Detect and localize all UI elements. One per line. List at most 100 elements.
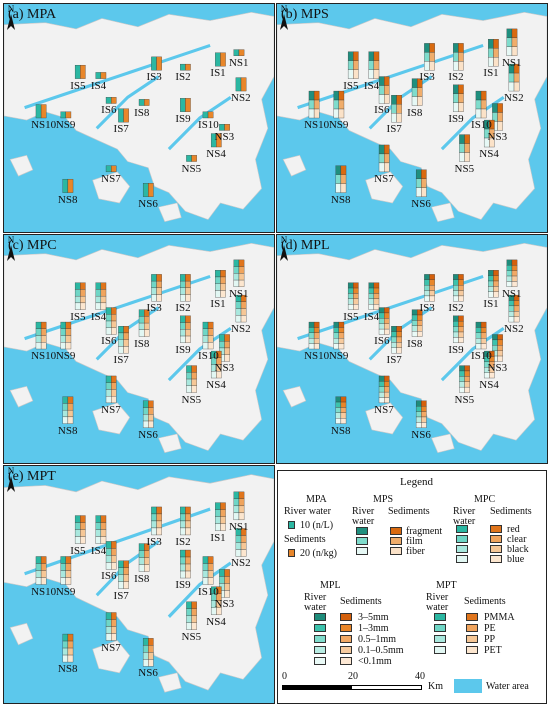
site-bar-segment	[415, 400, 422, 407]
site-bar-segment	[384, 94, 390, 104]
site-bar-segment	[123, 567, 129, 575]
site-bar-segment	[191, 385, 197, 393]
site-bar-segment	[67, 403, 74, 411]
legend-swatch	[490, 535, 502, 543]
site-bar-segment	[151, 274, 157, 282]
site-bar-segment	[511, 46, 518, 56]
site-bar-segment	[373, 293, 380, 299]
site-label: IS1	[483, 298, 499, 311]
site-bar-segment	[220, 270, 226, 278]
site-bar-segment	[492, 345, 498, 351]
site-bar-segment	[464, 381, 470, 388]
site-label: IS3	[419, 71, 435, 84]
site-bar-segment	[240, 77, 247, 92]
site-bar-segment	[338, 108, 345, 119]
site-bar-segment	[429, 279, 435, 286]
site-bar-segment	[180, 63, 186, 71]
site-bar-segment	[191, 155, 197, 162]
site-bar-segment	[506, 275, 513, 282]
site-bar-segment	[458, 102, 464, 112]
site-bar-segment	[65, 111, 72, 119]
site-bar-segment	[421, 416, 427, 423]
site-bar-segment	[475, 343, 482, 350]
site-bar-segment	[333, 99, 339, 110]
site-bar-segment	[235, 308, 242, 316]
site-bar-segment	[391, 331, 397, 338]
legend-mps-river: River water	[352, 506, 375, 527]
site-bar-segment	[429, 274, 435, 280]
site-bar-segment	[207, 328, 214, 336]
site-label: NS8	[330, 193, 351, 206]
site-bar-segment	[233, 259, 240, 267]
site-bar-segment	[105, 619, 112, 627]
site-bar-segment	[185, 520, 191, 529]
site-bar-segment	[142, 638, 149, 646]
site-bar-segment	[180, 315, 186, 323]
site-bar-segment	[335, 401, 342, 408]
site-bar-segment	[80, 289, 86, 297]
site-bar-segment	[118, 332, 124, 340]
site-bar-segment	[513, 72, 520, 83]
legend-swatch	[314, 635, 326, 643]
site-bar-segment	[513, 81, 520, 92]
site-bar-segment	[475, 90, 482, 101]
site-bar-segment	[111, 327, 117, 335]
site-bar-segment	[415, 406, 422, 412]
legend-swatch	[356, 537, 368, 545]
site-label: IS10	[198, 119, 219, 131]
site-bar-segment	[368, 69, 375, 79]
site-bar-segment	[65, 563, 72, 571]
site-bar-segment	[453, 43, 459, 53]
site-bar-segment	[100, 529, 107, 537]
site-bar-segment	[185, 506, 191, 515]
river-channel	[297, 43, 484, 110]
site-bar-segment	[185, 570, 191, 579]
legend-mps-sed: Sediments	[388, 506, 430, 517]
site-bar-segment	[424, 290, 430, 297]
site-bar-segment	[74, 302, 81, 310]
site-bar-segment	[378, 85, 385, 95]
site-label: NS10	[31, 350, 57, 362]
site-bar-segment	[497, 345, 503, 351]
site-bar-segment	[475, 108, 482, 119]
site-bar-segment	[224, 576, 230, 584]
river-channel	[24, 274, 211, 341]
site-bar-segment	[508, 81, 515, 92]
site-bar-segment	[492, 334, 498, 341]
legend-swatch	[456, 525, 468, 533]
site-bar-segment	[67, 178, 74, 193]
site-bar-segment	[67, 647, 74, 656]
map-canvas	[4, 4, 274, 232]
site-bar-segment	[313, 332, 320, 339]
site-bar-segment	[95, 295, 102, 304]
site-bar-segment	[233, 273, 240, 281]
svg-text:N: N	[281, 235, 288, 245]
site-bar-segment	[464, 134, 470, 144]
legend-mpl-river: River water	[304, 592, 327, 613]
site-bar-segment	[480, 321, 487, 328]
site-bar-segment	[180, 335, 186, 343]
site-bar-segment	[202, 321, 209, 329]
scale-tick: 0	[282, 671, 287, 682]
site-bar-segment	[202, 563, 209, 571]
site-bar-segment	[185, 287, 191, 295]
site-bar-segment	[378, 375, 385, 382]
site-bar-segment	[353, 287, 359, 294]
legend-item: 0.1–0.5mm	[358, 645, 404, 656]
legend-item: PE	[484, 623, 496, 634]
site-bar-segment	[156, 527, 162, 536]
site-bar-segment	[353, 298, 359, 305]
site-bar-segment	[123, 326, 129, 334]
site-bar-segment	[340, 165, 347, 175]
site-bar-segment	[373, 298, 380, 305]
site-label: IS8	[407, 337, 423, 350]
site-bar-segment	[207, 321, 214, 329]
site-bar-segment	[378, 397, 385, 404]
site-bar-segment	[156, 274, 162, 282]
panel-title: (d) MPL	[281, 238, 330, 253]
land-area	[158, 672, 182, 693]
site-bar-segment	[95, 289, 102, 297]
site-bar-segment	[105, 327, 112, 335]
site-bar-segment	[416, 87, 423, 97]
site-bar-segment	[142, 407, 149, 415]
